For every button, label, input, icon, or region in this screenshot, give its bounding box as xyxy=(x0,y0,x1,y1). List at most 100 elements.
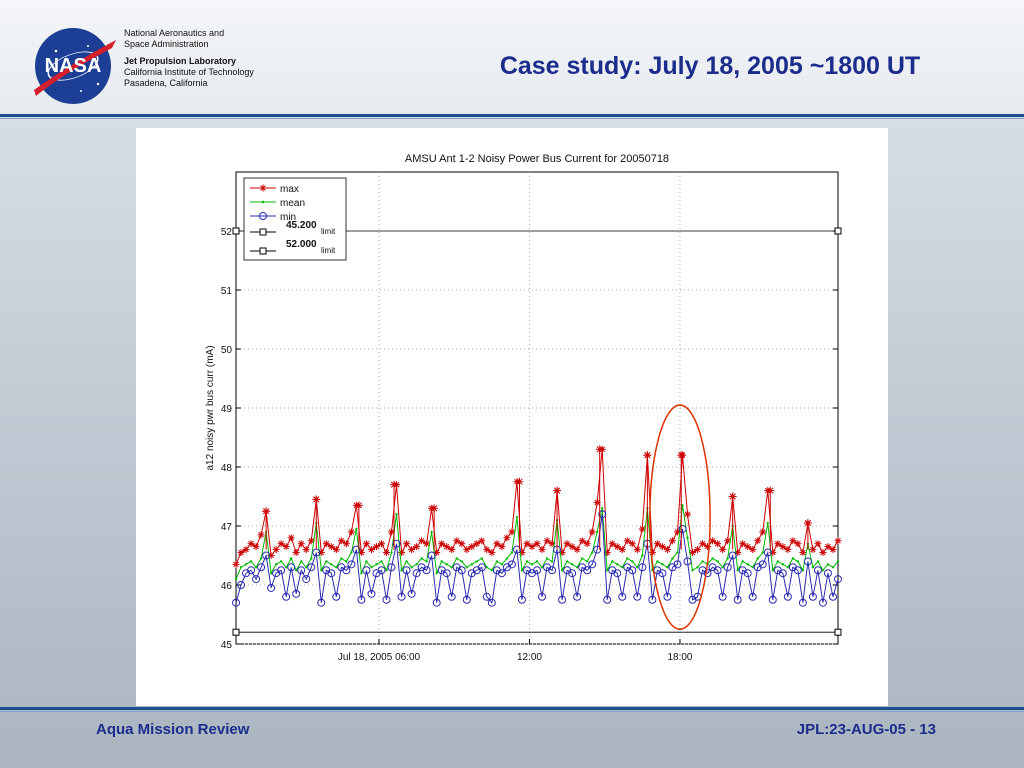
min-point xyxy=(603,595,612,604)
mean-point xyxy=(375,563,378,566)
mean-point xyxy=(641,554,644,557)
mean-point xyxy=(295,569,298,572)
mean-point xyxy=(746,563,749,566)
max-point xyxy=(749,546,757,554)
max-point xyxy=(287,534,295,542)
min-point xyxy=(613,569,622,578)
max-point xyxy=(709,537,717,545)
min-point xyxy=(828,592,837,601)
mean-point xyxy=(310,557,313,560)
star-stroke xyxy=(709,537,716,544)
star-stroke xyxy=(815,540,821,547)
star-stroke xyxy=(654,540,661,547)
mean-point xyxy=(300,560,303,563)
min-point xyxy=(548,566,557,575)
star-stroke xyxy=(260,185,266,191)
star-stroke xyxy=(388,529,395,535)
star-stroke xyxy=(348,529,355,535)
mean-point xyxy=(626,557,629,560)
max-point xyxy=(663,546,671,554)
min-point xyxy=(232,598,240,607)
star-stroke xyxy=(373,543,380,550)
max-point xyxy=(438,540,446,548)
star-stroke xyxy=(579,537,585,544)
mean-point xyxy=(656,560,659,563)
min-point xyxy=(487,598,496,607)
min-point xyxy=(588,560,597,569)
star-stroke xyxy=(243,546,249,553)
star-stroke xyxy=(544,537,550,544)
mean-point xyxy=(596,530,599,534)
min-point xyxy=(783,592,792,601)
max-point xyxy=(483,546,491,554)
min-point xyxy=(307,563,316,572)
max-point xyxy=(724,537,732,545)
star-stroke xyxy=(438,540,445,547)
mean-point xyxy=(480,557,484,560)
mean-point xyxy=(671,557,674,560)
star-stroke xyxy=(724,537,731,544)
mean-point xyxy=(836,560,840,563)
star-stroke xyxy=(338,537,345,544)
star-stroke xyxy=(564,540,570,547)
y-tick-label: 46 xyxy=(221,581,233,592)
max-point xyxy=(508,528,516,536)
mean-point xyxy=(460,560,463,563)
min-point xyxy=(397,592,406,601)
star-stroke xyxy=(494,540,500,547)
max-point xyxy=(498,543,506,551)
min-point xyxy=(362,566,371,575)
max-point xyxy=(463,546,471,554)
spike-point xyxy=(766,486,775,495)
star-stroke xyxy=(624,537,631,544)
nasa-logo: NASA xyxy=(26,26,120,106)
min-point xyxy=(237,581,246,589)
max-point xyxy=(608,540,616,548)
max-point xyxy=(628,540,636,548)
jpl-line-1: Jet Propulsion Laboratory xyxy=(124,56,237,66)
star-stroke xyxy=(539,546,545,553)
mean-point xyxy=(405,560,408,563)
mean-point xyxy=(410,566,413,569)
min-point xyxy=(297,566,306,575)
mean-point xyxy=(500,563,504,566)
limit-marker-low xyxy=(232,628,240,636)
min-point xyxy=(277,566,286,575)
max-point xyxy=(247,540,255,548)
star-stroke xyxy=(258,532,264,538)
min-point xyxy=(663,592,672,601)
mean-point xyxy=(525,560,529,563)
max-point xyxy=(719,546,727,554)
min-point xyxy=(538,592,547,601)
mean-point xyxy=(365,560,368,563)
mean-point xyxy=(741,560,744,563)
mean-point xyxy=(515,515,519,519)
star-stroke xyxy=(383,549,390,556)
mean-point xyxy=(355,527,358,531)
min-point xyxy=(507,560,516,569)
min-point xyxy=(808,592,817,601)
min-point xyxy=(332,592,341,601)
min-point xyxy=(292,589,301,598)
mean-point xyxy=(585,560,589,563)
min-point xyxy=(834,575,842,584)
y-tick-label: 50 xyxy=(221,345,233,356)
min-point xyxy=(573,592,582,601)
star-stroke xyxy=(278,540,284,547)
legend-sublabel-limit_low: limit xyxy=(321,227,336,236)
min-point xyxy=(457,566,466,575)
mean-point xyxy=(786,566,790,569)
legend-sublabel-limit_high: limit xyxy=(321,246,336,255)
mean-point xyxy=(681,504,684,507)
max-point xyxy=(292,549,300,557)
y-tick-label: 48 xyxy=(221,463,233,474)
jpl-line-2: California Institute of Technology xyxy=(124,67,254,77)
star-stroke xyxy=(804,519,812,527)
star-stroke xyxy=(790,537,796,544)
star-stroke xyxy=(443,543,450,550)
star-stroke xyxy=(323,540,330,547)
legend-label-max: max xyxy=(280,184,299,195)
mean-point xyxy=(330,563,333,566)
max-point xyxy=(372,543,380,551)
highlight-ellipse xyxy=(649,404,711,630)
